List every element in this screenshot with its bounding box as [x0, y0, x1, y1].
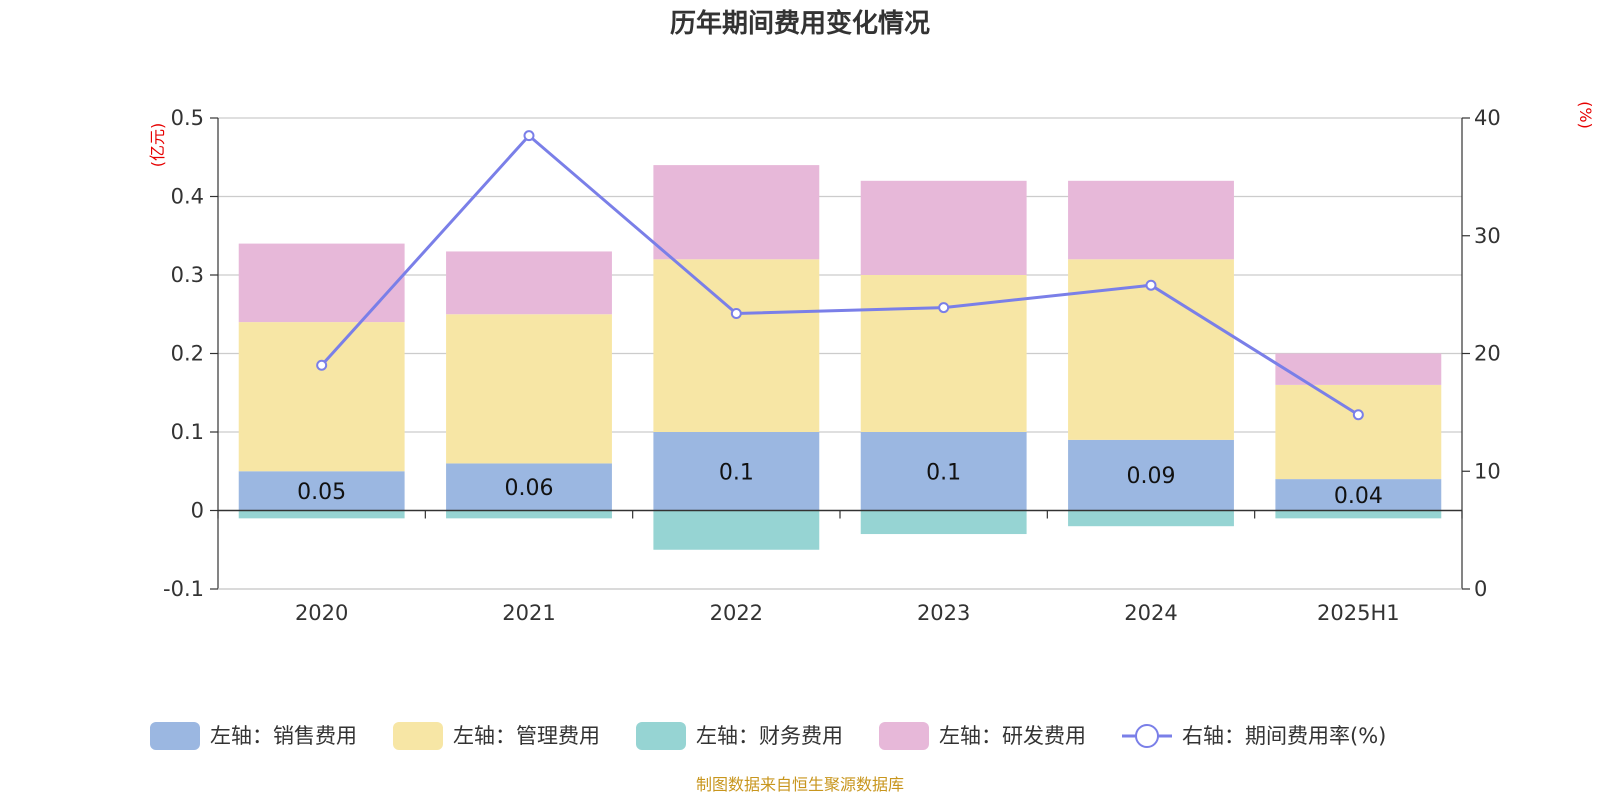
- rate-line-path: [320, 133, 1360, 417]
- legend-swatch-1: [393, 722, 443, 750]
- left-tick-label: 0.3: [171, 263, 204, 287]
- left-tick-label: 0.1: [171, 420, 204, 444]
- bar-2022-series-3: [653, 165, 820, 260]
- left-tick-label: -0.1: [163, 577, 204, 601]
- rate-point-2022: [730, 307, 742, 319]
- right-tick-label: 0: [1474, 577, 1487, 601]
- right-axis-unit: (%): [1576, 101, 1595, 129]
- chart-title: 历年期间费用变化情况: [670, 8, 930, 39]
- bar-2022-series-2: [653, 510, 820, 550]
- bar-2020-series-2: [238, 510, 405, 519]
- left-tick-label: 0.4: [171, 185, 204, 209]
- bar-2021-series-0: [446, 463, 612, 511]
- bar-2020-series-0: [238, 471, 405, 511]
- legend-label-4: 右轴：期间费用率(%): [1182, 724, 1386, 748]
- bar-2025H1-series-2: [1275, 510, 1442, 519]
- bar-2023-series-0: [860, 432, 1027, 511]
- rate-line: [316, 130, 1364, 421]
- x-tick-label: 2021: [502, 601, 555, 625]
- right-tick-label: 10: [1474, 459, 1501, 483]
- legend-swatch-0: [150, 722, 200, 750]
- bar-2020-series-3: [238, 243, 405, 323]
- x-tick-label: 2020: [295, 601, 348, 625]
- right-tick-label: 30: [1474, 224, 1501, 248]
- bar-2021-series-3: [446, 251, 612, 315]
- x-tick-label: 2024: [1124, 601, 1177, 625]
- x-tick-label: 2023: [917, 601, 970, 625]
- left-tick-label: 0.2: [171, 342, 204, 366]
- bar-2024-series-0: [1068, 439, 1234, 511]
- bar-2025H1-series-0: [1275, 479, 1442, 511]
- rate-point-2025H1: [1352, 409, 1364, 421]
- legend-label-2: 左轴：财务费用: [696, 724, 843, 748]
- data-labels: 0.05 0.06 0.1 0.1 0.09 0.04: [297, 460, 1383, 509]
- x-tick-label: 2025H1: [1317, 601, 1400, 625]
- legend: 左轴：销售费用 左轴：管理费用 左轴：财务费用 左轴：研发费用 右轴：期间费用率(%): [150, 722, 1386, 750]
- bar-2023-series-3: [860, 180, 1027, 275]
- data-label: 0.06: [505, 476, 554, 501]
- bar-2022-series-1: [653, 259, 820, 432]
- legend-label-1: 左轴：管理费用: [453, 724, 600, 748]
- bars: [238, 165, 1442, 550]
- bar-2024-series-2: [1068, 510, 1234, 527]
- rate-point-2024: [1145, 279, 1157, 291]
- rate-point-2020: [316, 359, 328, 371]
- rate-point-2023: [938, 302, 950, 314]
- bar-2020-series-1: [238, 322, 405, 472]
- legend-swatch-2: [636, 722, 686, 750]
- bar-2023-series-1: [860, 275, 1027, 432]
- data-label: 0.04: [1334, 484, 1383, 509]
- legend-label-0: 左轴：销售费用: [210, 724, 357, 748]
- bar-2025H1-series-1: [1275, 384, 1442, 480]
- rate-point-2021: [523, 130, 535, 142]
- right-tick-label: 40: [1474, 106, 1501, 130]
- right-tick-label: 20: [1474, 342, 1501, 366]
- bar-2024-series-3: [1068, 180, 1234, 260]
- data-label: 0.1: [719, 460, 754, 485]
- source-note: 制图数据来自恒生聚源数据库: [696, 775, 904, 794]
- bar-2021-series-2: [446, 510, 612, 519]
- bar-2023-series-2: [860, 510, 1027, 535]
- x-tick-label: 2022: [710, 601, 763, 625]
- legend-label-3: 左轴：研发费用: [939, 724, 1086, 748]
- data-label: 0.09: [1127, 464, 1176, 489]
- data-label: 0.05: [297, 480, 346, 505]
- left-axis-unit: (亿元): [148, 123, 167, 168]
- left-tick-label: 0.5: [171, 106, 204, 130]
- bar-2022-series-0: [653, 432, 820, 511]
- left-tick-label: 0: [191, 499, 204, 523]
- bar-2021-series-1: [446, 314, 612, 464]
- axes: -0.1 0 0.1 0.2 0.3 0.4 0.5 0 10 20 30 40 2020 2021 202…: [163, 106, 1501, 625]
- legend-line-marker: [1135, 724, 1159, 748]
- legend-swatch-3: [879, 722, 929, 750]
- data-label: 0.1: [926, 460, 961, 485]
